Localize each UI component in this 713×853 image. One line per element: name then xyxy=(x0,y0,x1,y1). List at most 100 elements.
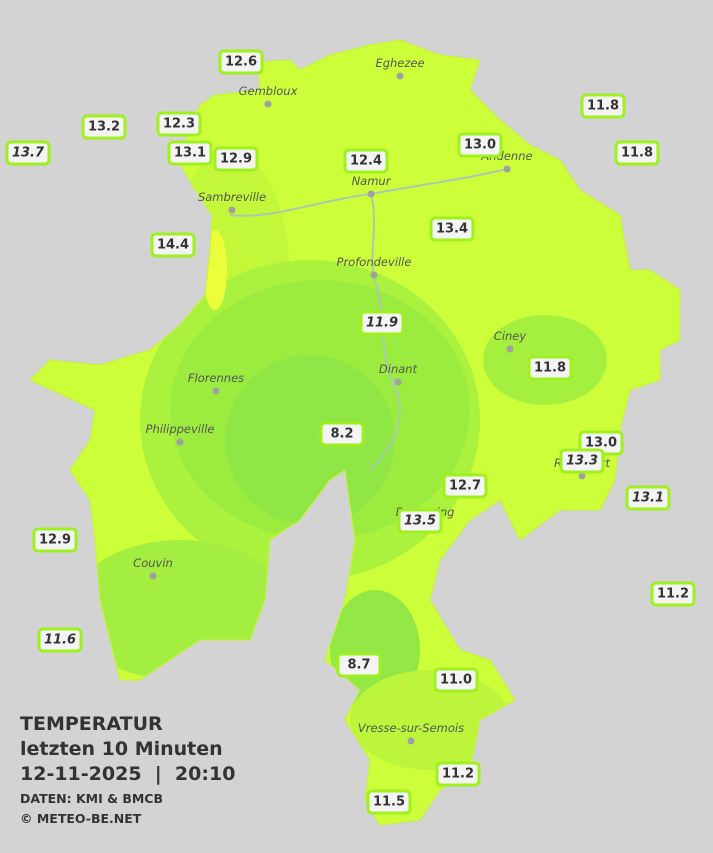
station-reading: 11.9 xyxy=(366,316,398,331)
title-line: TEMPERATUR xyxy=(20,713,163,735)
station-reading: 13.0 xyxy=(585,436,617,451)
station: 12.6 xyxy=(218,49,264,75)
town-dot xyxy=(578,472,586,480)
station-reading: 13.4 xyxy=(436,222,468,237)
station: 12.3 xyxy=(156,111,202,137)
station-reading: 11.8 xyxy=(587,99,619,114)
station-box xyxy=(435,761,481,787)
station: 12.9 xyxy=(213,146,259,172)
station-box xyxy=(442,473,488,499)
station: 11.2 xyxy=(650,581,696,607)
station-box xyxy=(366,789,412,815)
town-dot xyxy=(407,737,415,745)
station: 11.5 xyxy=(366,789,412,815)
station-box xyxy=(625,485,671,511)
town-dot xyxy=(176,438,184,446)
town-label: Namur xyxy=(352,174,392,188)
station-box xyxy=(457,132,503,158)
town-label: Profondeville xyxy=(337,255,412,269)
town-dot xyxy=(212,387,220,395)
credit-line: DATEN: KMI & BMCB xyxy=(20,791,163,806)
town-label: Ciney xyxy=(494,329,527,343)
station-reading: 8.7 xyxy=(347,658,370,673)
station-box xyxy=(213,146,259,172)
station: 13.1 xyxy=(625,485,671,511)
station-reading: 13.7 xyxy=(12,146,45,161)
station-box xyxy=(319,421,365,447)
station-box xyxy=(359,310,405,336)
station-box xyxy=(5,140,51,166)
station: 13.0 xyxy=(457,132,503,158)
station-reading: 12.9 xyxy=(220,152,252,167)
station-reading: 11.6 xyxy=(44,633,76,648)
town-dot xyxy=(367,190,375,198)
station-reading: 12.7 xyxy=(449,479,481,494)
station-reading: 12.4 xyxy=(350,154,382,169)
town-dot xyxy=(370,271,378,279)
town-label: Gembloux xyxy=(239,84,298,98)
station: 11.8 xyxy=(580,93,626,119)
station-box xyxy=(150,232,196,258)
station-box xyxy=(580,93,626,119)
station-box xyxy=(429,216,475,242)
station-box xyxy=(614,140,660,166)
station-reading: 12.6 xyxy=(225,55,257,70)
station: 13.7 xyxy=(5,140,51,166)
station-reading: 14.4 xyxy=(157,238,189,253)
credit-line: © METEO-BE.NET xyxy=(20,811,142,826)
town-dot xyxy=(503,165,511,173)
station-box xyxy=(32,527,78,553)
station-reading: 11.0 xyxy=(440,673,472,688)
town-dot xyxy=(396,72,404,80)
town-dot xyxy=(506,345,514,353)
station: 14.4 xyxy=(150,232,196,258)
station-reading: 11.8 xyxy=(534,361,566,376)
town-dot xyxy=(228,206,236,214)
station-box xyxy=(559,448,605,474)
station: 12.9 xyxy=(32,527,78,553)
station: 13.1 xyxy=(167,140,213,166)
station-reading: 13.3 xyxy=(566,454,598,469)
title-line: letzten 10 Minuten xyxy=(20,738,223,760)
station-box xyxy=(527,355,573,381)
station: 12.4 xyxy=(343,148,389,174)
title-line: 12-11-2025 | 20:10 xyxy=(20,763,235,785)
town-dot xyxy=(394,378,402,386)
station-reading: 11.2 xyxy=(442,767,474,782)
town-label: Sambreville xyxy=(198,190,266,204)
town-dot xyxy=(149,572,157,580)
town-label: Philippeville xyxy=(146,422,215,436)
station: 12.7 xyxy=(442,473,488,499)
town-label: Vresse-sur-Semois xyxy=(358,721,464,735)
station-reading: 13.1 xyxy=(174,146,206,161)
station-box xyxy=(650,581,696,607)
station-reading: 12.9 xyxy=(39,533,71,548)
station-reading: 8.2 xyxy=(330,427,353,442)
station-reading: 13.1 xyxy=(632,491,664,506)
station: 13.4 xyxy=(429,216,475,242)
station-box xyxy=(218,49,264,75)
station-reading: 13.0 xyxy=(464,138,496,153)
station: 13.3 xyxy=(559,448,605,474)
station-reading: 12.3 xyxy=(163,117,195,132)
station: 11.2 xyxy=(435,761,481,787)
station-box xyxy=(397,508,443,534)
station: 11.0 xyxy=(433,667,479,693)
town-dot xyxy=(264,100,272,108)
station-box xyxy=(343,148,389,174)
town-label: Dinant xyxy=(379,362,418,376)
station-reading: 11.5 xyxy=(373,795,405,810)
station: 11.6 xyxy=(37,627,83,653)
station-box xyxy=(156,111,202,137)
station: 13.2 xyxy=(81,114,127,140)
station: 8.7 xyxy=(336,652,382,678)
station: 11.8 xyxy=(527,355,573,381)
town-label: Florennes xyxy=(188,371,244,385)
town-label: Eghezee xyxy=(375,56,424,70)
station-box xyxy=(167,140,213,166)
station-box xyxy=(81,114,127,140)
station-reading: 11.2 xyxy=(657,587,689,602)
station: 8.2 xyxy=(319,421,365,447)
town-label: Couvin xyxy=(133,556,173,570)
